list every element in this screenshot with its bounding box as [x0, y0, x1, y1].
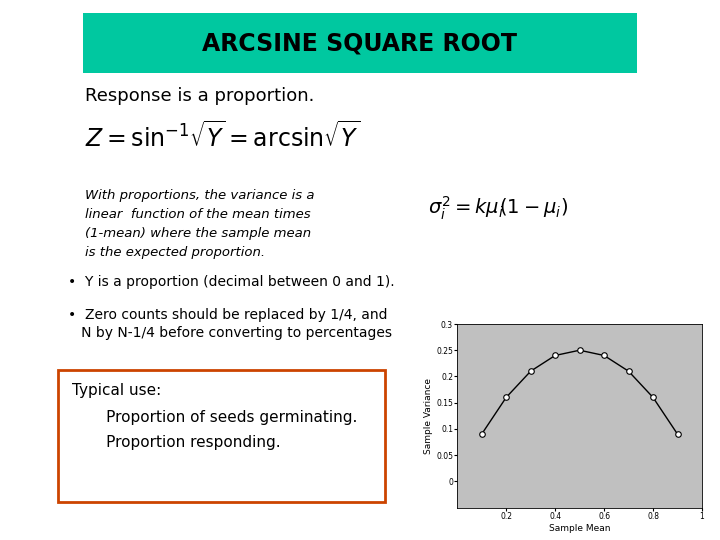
Bar — [83, 14, 637, 73]
Text: Typical use:: Typical use: — [72, 383, 161, 399]
FancyBboxPatch shape — [58, 370, 385, 502]
Text: $\sigma_i^2 = k\mu_i\!\left(1-\mu_i\right)$: $\sigma_i^2 = k\mu_i\!\left(1-\mu_i\righ… — [428, 194, 568, 222]
Text: Proportion responding.: Proportion responding. — [72, 435, 281, 450]
Text: With proportions, the variance is a
linear  function of the mean times
(1-mean) : With proportions, the variance is a line… — [85, 189, 315, 259]
Text: ARCSINE SQUARE ROOT: ARCSINE SQUARE ROOT — [202, 31, 518, 55]
X-axis label: Sample Mean: Sample Mean — [549, 524, 611, 532]
Text: Proportion of seeds germinating.: Proportion of seeds germinating. — [72, 410, 357, 426]
Text: •  Y is a proportion (decimal between 0 and 1).: • Y is a proportion (decimal between 0 a… — [68, 275, 395, 289]
Text: $Z = \sin^{-1}\!\sqrt{Y} = \arcsin\!\sqrt{Y}$: $Z = \sin^{-1}\!\sqrt{Y} = \arcsin\!\sqr… — [85, 122, 360, 152]
Text: •  Zero counts should be replaced by 1/4, and
   N by N-1/4 before converting to: • Zero counts should be replaced by 1/4,… — [68, 308, 392, 340]
Text: Response is a proportion.: Response is a proportion. — [85, 87, 315, 105]
Y-axis label: Sample Variance: Sample Variance — [424, 378, 433, 454]
